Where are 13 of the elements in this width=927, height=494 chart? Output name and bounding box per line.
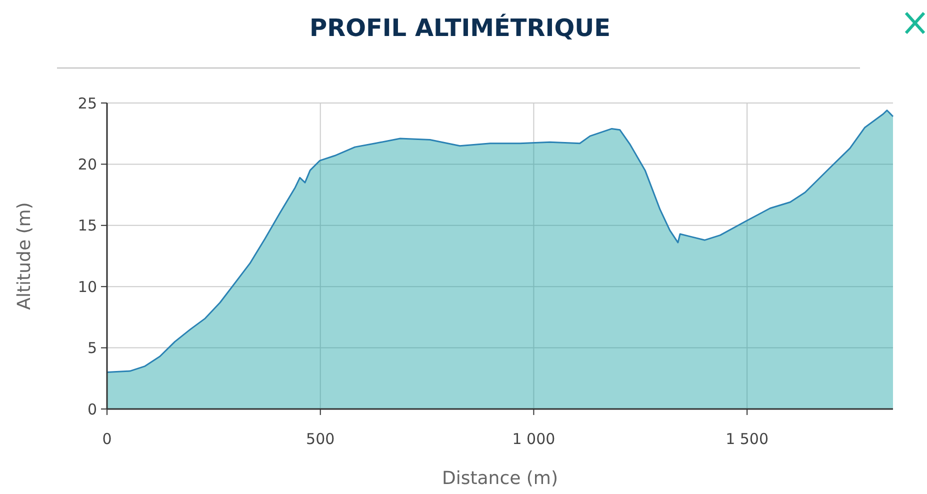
y-tick-label: 25 [78,94,97,112]
x-axis-title: Distance (m) [442,468,558,489]
y-tick-label: 15 [78,216,97,235]
y-tick-label: 5 [87,339,97,358]
chart-title: PROFIL ALTIMÉTRIQUE [310,13,610,42]
x-tick-label: 1 500 [726,430,769,448]
y-axis-title: Altitude (m) [14,202,35,310]
y-tick-label: 20 [78,155,97,174]
y-tick-label: 10 [78,278,97,296]
x-tick-label: 1 000 [512,430,556,448]
x-tick-label: 500 [306,430,335,448]
x-tick-label: 0 [102,430,112,448]
y-tick-label: 0 [87,400,97,418]
